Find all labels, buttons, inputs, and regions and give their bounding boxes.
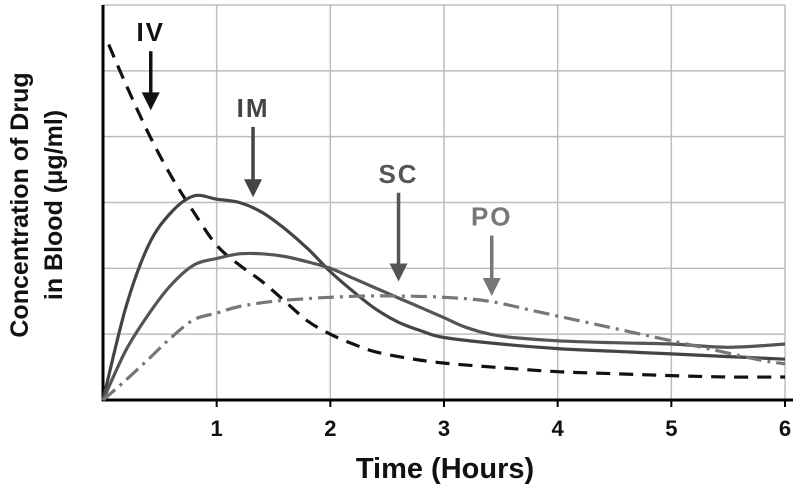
- annotation-po: PO: [471, 202, 513, 296]
- annotation-im: IM: [237, 93, 270, 198]
- arrow-down-icon-sc: [389, 263, 408, 282]
- x-tick-label-3: 3: [438, 416, 450, 441]
- y-axis-title: Concentration of Drug in Blood (μg/ml): [6, 72, 68, 337]
- axes: [101, 5, 793, 407]
- arrow-down-icon-im: [244, 179, 263, 198]
- x-tick-label-1: 1: [211, 416, 223, 441]
- annotation-iv: IV: [136, 17, 165, 111]
- annotation-sc: SC: [378, 159, 418, 282]
- x-tick-label-6: 6: [779, 416, 791, 441]
- series-line-sc: [101, 251, 786, 401]
- label-im: IM: [237, 93, 270, 123]
- x-axis-title: Time (Hours): [356, 453, 534, 485]
- series-line-iv: [107, 43, 786, 379]
- series-lines: [101, 43, 786, 402]
- x-tick-label-4: 4: [552, 416, 565, 441]
- label-sc: SC: [378, 159, 418, 189]
- x-tick-label-2: 2: [324, 416, 336, 441]
- series-line-im: [101, 193, 786, 401]
- label-iv: IV: [136, 17, 165, 47]
- gridlines: [103, 4, 786, 400]
- y-axis-title-line2: in Blood (μg/ml): [40, 110, 68, 300]
- route-annotations: IV IM SC PO: [136, 17, 513, 296]
- arrow-down-icon-po: [482, 277, 501, 296]
- arrow-down-icon-iv: [141, 92, 160, 111]
- x-tick-label-5: 5: [665, 416, 677, 441]
- label-po: PO: [471, 202, 513, 232]
- x-tick-labels: 1 2 3 4 5 6: [211, 416, 792, 441]
- series-line-po: [101, 294, 786, 402]
- y-axis-title-line1: Concentration of Drug: [6, 72, 34, 337]
